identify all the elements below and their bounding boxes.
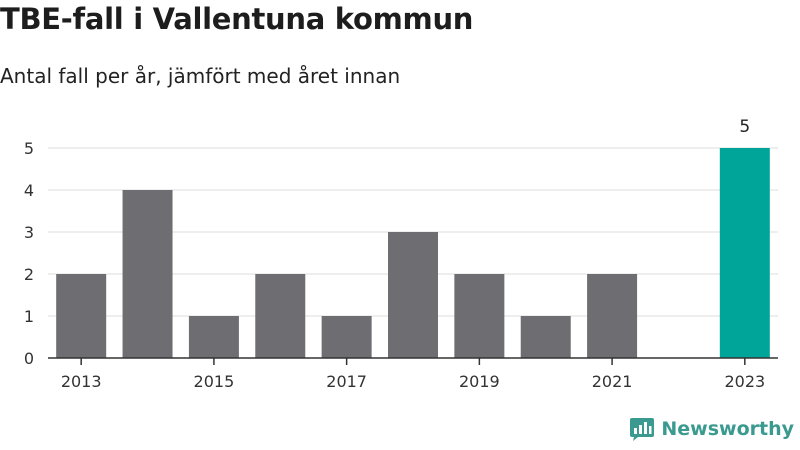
y-tick-label: 3 [24,223,34,242]
bar [188,316,239,358]
bar [587,274,638,358]
bars [56,148,770,358]
y-tick-label: 1 [24,307,34,326]
bar [520,316,571,358]
x-tick-label: 2017 [326,372,367,391]
newsworthy-logo: Newsworthy [629,416,794,442]
y-tick-label: 0 [24,349,34,368]
bar [719,148,770,358]
bar [454,274,505,358]
bar-value-label: 5 [739,117,750,137]
x-tick-label: 2013 [61,372,102,391]
y-tick-label: 2 [24,265,34,284]
y-tick-label: 4 [24,181,34,200]
x-tick-label: 2019 [459,372,500,391]
bar [122,190,173,358]
bar [388,232,438,358]
chart-subtitle: Antal fall per år, jämfört med året inna… [0,64,401,88]
x-tick-label: 2021 [592,372,633,391]
chart-title: TBE-fall i Vallentuna kommun [0,2,474,36]
brand-name: Newsworthy [661,418,794,440]
x-tick-label: 2015 [194,372,235,391]
bar [321,316,372,358]
labels: 0 1 2 3 4 5 5 2013 2015 2017 2019 2021 2023 [24,117,765,391]
x-tick-label: 2023 [724,372,765,391]
bar [56,274,107,358]
y-tick-label: 5 [24,139,34,158]
bar [255,274,306,358]
axes [48,357,778,365]
chart-bubble-icon [630,418,655,441]
